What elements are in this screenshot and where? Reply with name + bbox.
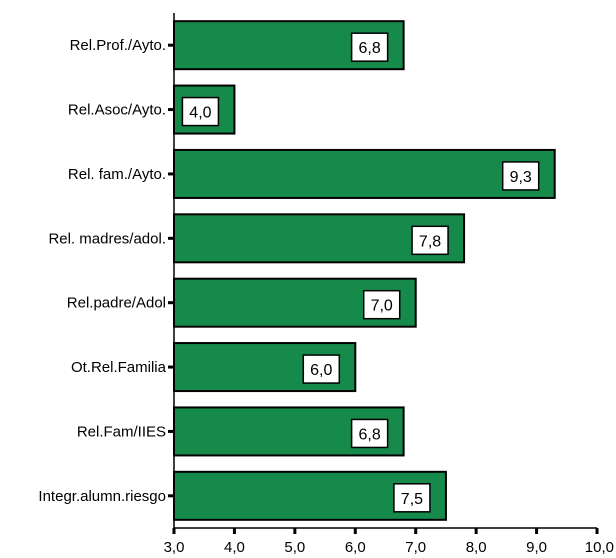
data-label-box	[501, 161, 540, 191]
data-label-box	[181, 96, 220, 127]
category-label: Rel.Asoc/Ayto.	[68, 102, 166, 119]
data-label-box	[393, 483, 431, 513]
x-tick-label: 4,0	[224, 539, 245, 556]
category-label: Rel. fam./Ayto.	[68, 166, 166, 183]
x-tick-mark	[293, 528, 297, 534]
x-tick-label: 7,0	[405, 539, 426, 556]
y-tick-mark	[168, 494, 174, 498]
y-tick-mark	[168, 429, 174, 433]
y-tick-mark	[168, 365, 174, 369]
y-axis-ticks: Rel.Prof./Ayto. Rel.Asoc/Ayto. Rel. fam./A…	[38, 37, 174, 505]
x-tick-label: 10,0	[585, 539, 614, 556]
y-tick-mark	[168, 172, 174, 176]
category-label: Integr.alumn.riesgo	[38, 488, 166, 505]
x-tick-mark	[474, 528, 478, 534]
data-label-box	[350, 418, 389, 449]
data-label: 4,0	[189, 105, 211, 122]
category-label: Rel. madres/adol.	[48, 230, 166, 247]
x-tick-mark	[414, 528, 418, 534]
data-label: 9,3	[510, 169, 532, 186]
data-label: 7,8	[419, 233, 441, 250]
y-tick-mark	[168, 301, 174, 305]
x-tick-mark	[172, 528, 176, 534]
x-axis-ticks: 3,0 4,0 5,0 6,0 7,0 8,0 9,0 10,0	[164, 528, 614, 556]
x-tick-label: 8,0	[466, 539, 487, 556]
x-tick-mark	[353, 528, 357, 534]
x-tick-label: 6,0	[345, 539, 366, 556]
x-tick-mark	[595, 528, 599, 534]
data-label-box	[302, 354, 341, 384]
x-tick-label: 9,0	[526, 539, 547, 556]
x-tick-mark	[232, 528, 236, 534]
category-label: Ot.Rel.Familia	[71, 359, 167, 376]
data-label-box	[362, 289, 401, 320]
data-label-box	[411, 225, 449, 256]
bar	[173, 148, 556, 199]
category-label: Rel.padre/Adol	[67, 295, 166, 312]
bar-group: 6,8 4,0 9,3 7,8 7,0 6,0 6,8 7,5	[173, 20, 556, 521]
x-tick-label: 5,0	[284, 539, 305, 556]
data-label: 6,8	[359, 426, 381, 443]
category-label: Rel.Fam/IIES	[77, 423, 166, 440]
data-label: 6,8	[359, 40, 381, 57]
data-label: 7,5	[401, 491, 423, 508]
y-tick-mark	[168, 236, 174, 240]
category-label: Rel.Prof./Ayto.	[70, 37, 166, 54]
data-label: 6,0	[310, 362, 332, 379]
x-tick-mark	[535, 528, 539, 534]
x-tick-label: 3,0	[164, 539, 185, 556]
data-label: 7,0	[371, 298, 393, 315]
y-tick-mark	[168, 43, 174, 47]
y-tick-mark	[168, 108, 174, 112]
data-label-box	[350, 32, 389, 62]
